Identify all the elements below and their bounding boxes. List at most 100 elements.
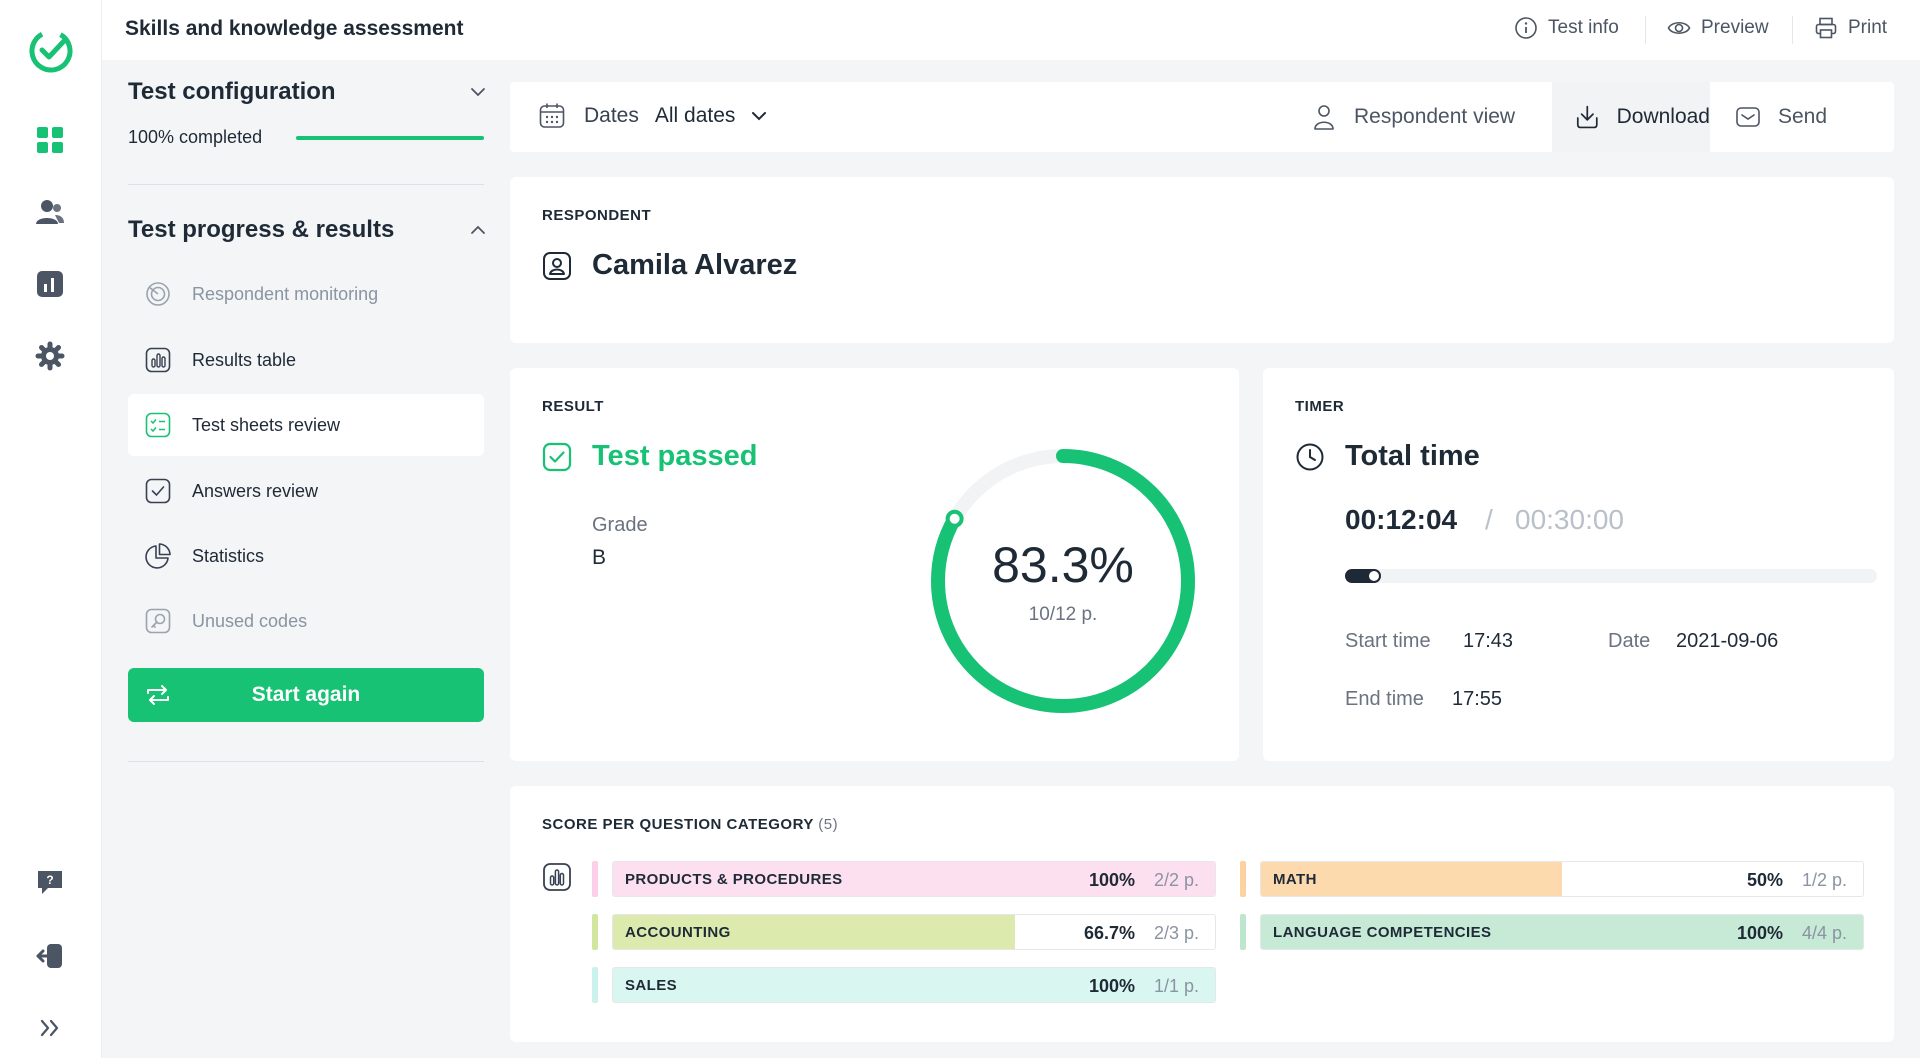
user-badge-icon [543,252,571,280]
help-chat-icon[interactable]: ? [34,866,66,898]
timer-section-label: TIMER [1295,398,1345,415]
divider [128,761,484,762]
test-info-button[interactable]: Test info [1514,16,1619,40]
chevron-down-icon[interactable] [468,82,488,102]
menu-item-label: Test sheets review [192,414,341,435]
category-scores-card: SCORE PER QUESTION CATEGORY (5) PRODUCTS… [510,786,1894,1042]
category-color-stub [1240,861,1246,897]
category-row-sales: SALES 100% 1/1 p. [592,967,1216,1003]
end-time-label: End time [1345,688,1424,710]
info-icon [1515,17,1537,39]
time-separator: / [1485,504,1493,535]
header-divider [1792,16,1793,44]
start-time-label: Start time [1345,630,1431,652]
menu-results-table[interactable]: Results table [128,329,484,391]
settings-icon[interactable] [34,340,66,372]
expand-icon[interactable] [34,1012,66,1044]
score-gauge [931,449,1195,713]
download-button[interactable]: Download [1552,82,1710,152]
category-row-accounting: ACCOUNTING 66.7% 2/3 p. [592,914,1216,950]
config-panel: Test configuration 100% completed Test p… [102,60,510,1058]
menu-item-label: Statistics [192,545,265,566]
respondent-view-label: Respondent view [1354,105,1516,128]
header-divider [1645,16,1646,44]
category-bar: ACCOUNTING 66.7% 2/3 p. [612,914,1216,950]
grade-label: Grade [592,514,648,536]
respondent-view-button[interactable]: Respondent view [1310,82,1552,152]
category-percent: 100% [1736,923,1783,943]
category-scores-title: SCORE PER QUESTION CATEGORY [542,816,814,833]
menu-statistics[interactable]: Statistics [128,525,484,587]
category-color-stub [592,914,598,950]
menu-answers-review[interactable]: Answers review [128,460,484,522]
users-icon[interactable] [34,196,66,228]
menu-item-label: Results table [192,349,297,370]
send-button[interactable]: Send [1710,82,1894,152]
respondent-card: RESPONDENT Camila Alvarez [510,177,1894,343]
start-time-value: 17:43 [1463,630,1514,652]
divider [128,184,484,185]
config-progress-bar [296,136,484,140]
preview-label: Preview [1701,17,1769,38]
reports-icon[interactable] [34,268,66,300]
start-again-button[interactable]: Start again [128,668,484,722]
category-bar-fill [1261,915,1863,949]
category-bar-fill [1261,862,1562,896]
category-name: LANGUAGE COMPETENCIES [1273,924,1492,941]
bar-chart-icon [543,863,571,891]
chevron-down-icon[interactable] [749,106,769,126]
category-color-stub [592,861,598,897]
time-limit: 00:30:00 [1515,504,1624,535]
logo-check-icon[interactable] [28,28,74,74]
results-toolbar: Dates All dates Respondent view Download… [510,82,1894,152]
dashboard-icon[interactable] [34,124,66,156]
date-label: Date [1608,630,1651,652]
grade-value: B [592,546,607,569]
result-card: RESULT Test passed Grade B 83.3% 10/12 p… [510,368,1239,761]
menu-unused-codes[interactable]: Unused codes [128,590,484,652]
category-points: 2/2 p. [1153,870,1199,890]
dates-filter[interactable]: Dates All dates [538,102,787,130]
config-progress-label: 100% completed [128,127,263,147]
menu-test-sheets-review[interactable]: Test sheets review [128,394,484,456]
category-points: 2/3 p. [1153,923,1199,943]
print-button[interactable]: Print [1814,16,1887,40]
category-row-language-competencies: LANGUAGE COMPETENCIES 100% 4/4 p. [1240,914,1864,950]
category-name: PRODUCTS & PROCEDURES [625,871,843,888]
start-again-label: Start again [251,683,361,706]
timer-card: TIMER Total time 00:12:04 / 00:30:00 Sta… [1263,368,1894,761]
category-points: 4/4 p. [1801,923,1847,943]
category-name: ACCOUNTING [625,924,731,941]
svg-text:?: ? [46,873,53,887]
category-percent: 50% [1746,870,1783,890]
chevron-up-icon[interactable] [468,220,488,240]
test-configuration-toggle[interactable]: Test configuration [128,78,336,105]
config-progress-fill [296,136,484,140]
pie-chart-icon [145,543,171,569]
respondent-section-label: RESPONDENT [542,207,652,224]
preview-button[interactable]: Preview [1667,16,1769,40]
category-bar: LANGUAGE COMPETENCIES 100% 4/4 p. [1260,914,1864,950]
category-row-products-procedures: PRODUCTS & PROCEDURES 100% 2/2 p. [592,861,1216,897]
result-section-label: RESULT [542,398,604,415]
score-points: 10/12 p. [1028,604,1098,625]
bar-chart-icon [145,347,171,373]
date-value: 2021-09-06 [1676,630,1779,652]
calendar-icon [539,103,565,128]
dates-select-value[interactable]: All dates [654,104,736,127]
logout-icon[interactable] [34,940,66,972]
check-square-icon [542,442,572,472]
score-percent: 83.3% [992,537,1134,593]
test-progress-toggle[interactable]: Test progress & results [128,216,395,243]
category-color-stub [592,967,598,1003]
menu-respondent-monitoring[interactable]: Respondent monitoring [128,263,484,325]
person-icon [1314,105,1334,130]
category-color-stub [1240,914,1246,950]
gauge-arc [931,449,1195,713]
category-bar: SALES 100% 1/1 p. [612,967,1216,1003]
test-info-label: Test info [1548,17,1619,38]
key-icon [145,608,171,634]
category-bar-fill [613,862,1215,896]
print-label: Print [1848,17,1888,38]
eye-icon [1667,21,1691,35]
